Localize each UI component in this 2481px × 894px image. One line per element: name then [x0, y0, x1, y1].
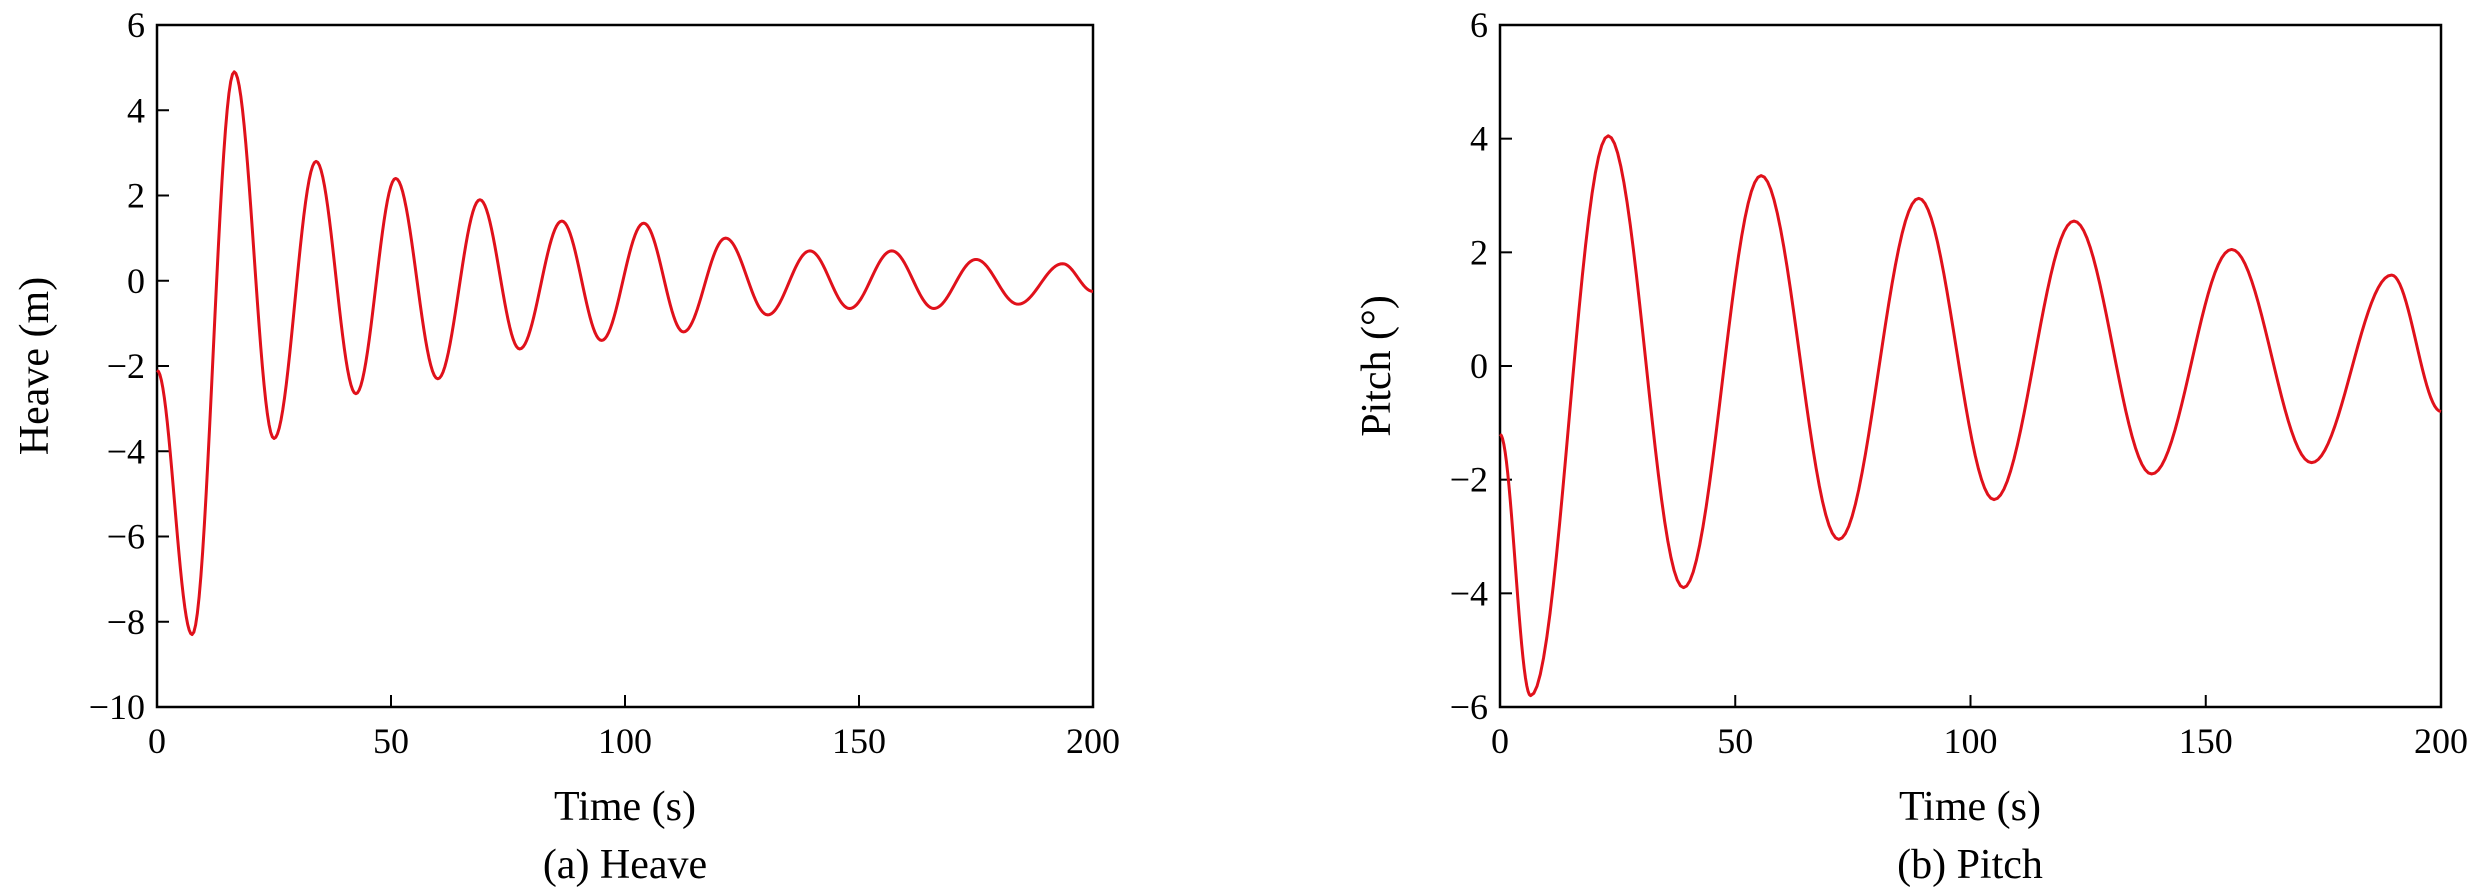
pitch-x-ticks: 0 50 100 150 200 — [1491, 695, 2468, 761]
pitch-y-tick-label: −6 — [1450, 687, 1488, 727]
pitch-x-tick-label: 0 — [1491, 721, 1509, 761]
heave-x-tick-label: 200 — [1066, 721, 1120, 761]
heave-series-line — [156, 70, 1094, 637]
heave-x-tick-label: 150 — [832, 721, 886, 761]
pitch-x-axis-label: Time (s) — [1899, 784, 2041, 830]
heave-chart: 0 50 100 150 200 6 4 2 0 −2 −4 −6 −8 −10 Time (s) He… — [12, 5, 1120, 888]
pitch-y-tick-label: 2 — [1470, 232, 1488, 272]
heave-x-axis-label: Time (s) — [554, 784, 696, 830]
heave-y-tick-label: −8 — [107, 602, 145, 642]
pitch-x-tick-label: 50 — [1717, 721, 1753, 761]
heave-y-tick-label: −10 — [89, 687, 145, 727]
pitch-x-tick-label: 200 — [2414, 721, 2468, 761]
heave-y-tick-label: −4 — [107, 431, 145, 471]
heave-plot-frame — [155, 23, 1095, 709]
heave-y-tick-label: 2 — [127, 176, 145, 216]
heave-y-axis-label: Heave (m) — [12, 277, 58, 455]
pitch-y-tick-label: 4 — [1470, 119, 1488, 159]
heave-x-ticks: 0 50 100 150 200 — [148, 695, 1120, 761]
heave-x-tick-label: 0 — [148, 721, 166, 761]
heave-y-tick-label: 0 — [127, 261, 145, 301]
pitch-series-line — [1499, 134, 2442, 698]
pitch-y-tick-label: 6 — [1470, 5, 1488, 45]
pitch-y-tick-label: 0 — [1470, 346, 1488, 386]
pitch-plot-frame — [1498, 23, 2443, 709]
heave-y-tick-label: 6 — [127, 5, 145, 45]
pitch-x-tick-label: 150 — [2179, 721, 2233, 761]
heave-x-tick-label: 100 — [598, 721, 652, 761]
pitch-caption: (b) Pitch — [1897, 842, 2043, 888]
heave-y-ticks: 6 4 2 0 −2 −4 −6 −8 −10 — [89, 5, 169, 727]
heave-x-tick-label: 50 — [373, 721, 409, 761]
heave-y-tick-label: −6 — [107, 517, 145, 557]
pitch-chart: 0 50 100 150 200 6 4 2 0 −2 −4 −6 Time (s) Pitch (… — [1354, 5, 2468, 888]
pitch-x-tick-label: 100 — [1944, 721, 1998, 761]
heave-y-tick-label: −2 — [107, 346, 145, 386]
heave-y-tick-label: 4 — [127, 90, 145, 130]
pitch-y-ticks: 6 4 2 0 −2 −4 −6 — [1450, 5, 1512, 727]
heave-caption: (a) Heave — [543, 842, 707, 888]
pitch-y-tick-label: −4 — [1450, 573, 1488, 613]
pitch-y-axis-label: Pitch (°) — [1354, 295, 1400, 437]
pitch-y-tick-label: −2 — [1450, 460, 1488, 500]
